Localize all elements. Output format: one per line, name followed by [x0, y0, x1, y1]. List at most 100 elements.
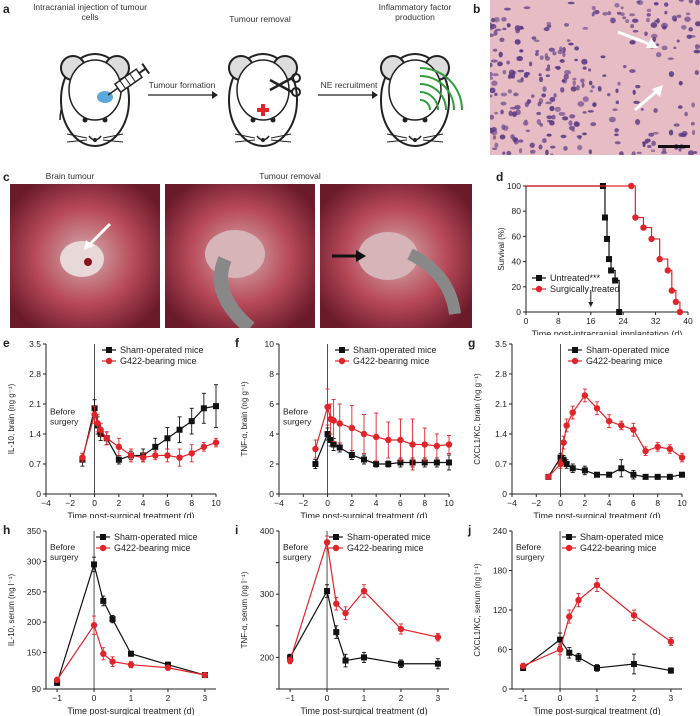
- data-point: [612, 277, 619, 284]
- x-tick-label: 2: [166, 693, 171, 703]
- y-axis-label: IL-10, serum (ng l⁻¹): [7, 574, 16, 647]
- data-point: [385, 436, 392, 444]
- y-tick-label: 60: [498, 645, 508, 655]
- data-point: [594, 471, 600, 478]
- data-point: [560, 439, 567, 446]
- x-tick-label: 0: [92, 498, 97, 508]
- y-tick-label: 2.8: [495, 369, 507, 379]
- before-surgery-note: Before: [516, 542, 541, 552]
- panel-label-f: f: [235, 336, 239, 350]
- y-tick-label: 100: [507, 181, 521, 191]
- y-tick-label: 180: [493, 566, 507, 576]
- y-tick-label: 80: [512, 206, 522, 216]
- before-surgery-note: surgery: [283, 552, 312, 562]
- series-line: [526, 185, 681, 312]
- data-point: [324, 588, 331, 595]
- data-point: [348, 424, 356, 432]
- data-point: [90, 621, 98, 629]
- legend-label: Sham-operated mice: [580, 532, 664, 542]
- data-point: [640, 224, 647, 231]
- caption-tumour-removal: Tumour removal: [259, 171, 321, 181]
- y-tick-label: 6: [269, 399, 274, 409]
- data-point: [286, 657, 294, 664]
- data-point: [342, 609, 349, 617]
- data-point: [434, 660, 441, 667]
- y-tick-label: 200: [27, 617, 41, 627]
- data-point: [139, 454, 147, 461]
- data-point: [605, 417, 613, 425]
- data-point: [200, 443, 208, 451]
- x-tick-label: 0: [92, 693, 97, 703]
- legend-label: Sham-operated mice: [586, 345, 670, 355]
- y-axis-label: TNF-α, brain (ng g⁻¹): [240, 381, 249, 456]
- data-point: [164, 664, 172, 671]
- y-axis-label: TNF-α, serum (ng l⁻¹): [240, 571, 249, 648]
- y-tick-label: 120: [493, 605, 507, 615]
- x-tick-label: −1: [285, 693, 295, 703]
- y-tick-label: 2.8: [29, 369, 41, 379]
- data-point: [679, 471, 685, 478]
- x-tick-label: 0: [325, 693, 330, 703]
- data-point: [127, 452, 135, 459]
- series-line: [289, 542, 439, 661]
- data-point: [361, 456, 367, 463]
- data-point: [630, 426, 637, 433]
- panel-label-c: c: [3, 170, 10, 184]
- legend-label: Surgically treated: [550, 284, 620, 294]
- y-tick-label: 40: [512, 257, 522, 267]
- data-point: [676, 308, 684, 316]
- data-point: [97, 426, 104, 433]
- data-point: [188, 418, 195, 425]
- before-surgery-note: surgery: [516, 552, 545, 562]
- legend-label: G422-bearing mice: [347, 543, 424, 553]
- y-tick-label: 3.5: [495, 339, 507, 349]
- data-point: [213, 403, 219, 410]
- data-point: [648, 235, 655, 243]
- y-tick-label: 2: [269, 459, 274, 469]
- y-tick-label: 0: [269, 489, 274, 499]
- data-point: [654, 443, 661, 451]
- data-point: [91, 561, 98, 568]
- data-point: [312, 445, 319, 453]
- legend-label: Sham-operated mice: [347, 532, 431, 542]
- series-line: [547, 456, 683, 478]
- data-point: [569, 409, 576, 416]
- tnf-serum-chart: 200 300 400 −1 0 1 2 3 Time post-surgical treatm…: [240, 526, 449, 715]
- before-surgery-note: Before: [50, 542, 75, 552]
- data-point: [632, 214, 639, 221]
- mouse-icon-3: [380, 53, 450, 147]
- legend-label: Untreated***: [550, 273, 601, 283]
- scissors-icon: [269, 73, 301, 97]
- before-surgery-note: Before: [283, 407, 308, 417]
- y-axis-label: Survival (%): [497, 227, 506, 270]
- y-axis-label: CXCL1/KC, brain (ng g⁻¹): [473, 373, 482, 465]
- x-tick-label: −1: [518, 693, 528, 703]
- white-arrow-icon: [84, 222, 112, 250]
- data-point: [667, 667, 674, 674]
- legend-label: G422-bearing mice: [120, 356, 197, 366]
- data-point: [100, 597, 107, 604]
- y-tick-label: 200: [260, 652, 274, 662]
- x-tick-label: −2: [65, 498, 75, 508]
- data-point: [360, 430, 368, 438]
- histology-image: [490, 0, 700, 155]
- y-tick-label: 1.4: [29, 429, 41, 439]
- x-tick-label: 8: [422, 498, 427, 508]
- data-point: [446, 459, 452, 466]
- y-tick-label: 20: [512, 282, 522, 292]
- data-point: [164, 435, 171, 442]
- data-point: [433, 442, 441, 450]
- data-point: [115, 443, 123, 451]
- data-point: [324, 431, 331, 437]
- data-point: [566, 613, 573, 620]
- data-point: [575, 654, 582, 661]
- legend-label: Sham-operated mice: [120, 345, 204, 355]
- y-tick-label: 240: [493, 526, 507, 536]
- x-tick-label: 24: [618, 316, 628, 326]
- data-point: [109, 616, 116, 623]
- data-point: [593, 581, 601, 589]
- x-tick-label: 8: [556, 316, 561, 326]
- panel-label-g: g: [468, 336, 476, 350]
- data-point: [330, 417, 337, 424]
- x-tick-label: 6: [165, 498, 170, 508]
